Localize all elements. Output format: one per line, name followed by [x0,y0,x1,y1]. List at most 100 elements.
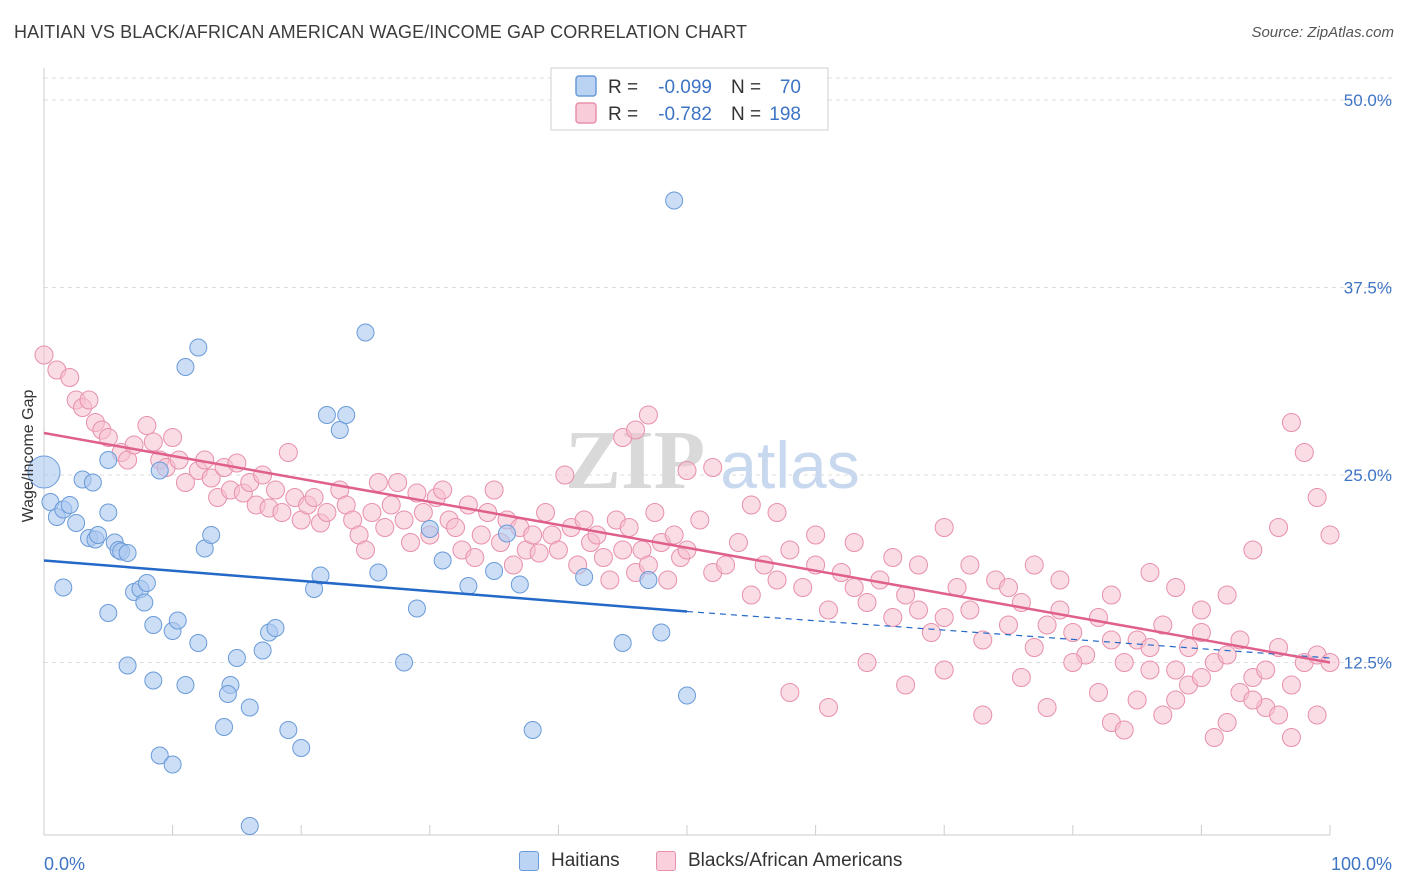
point-haitians-57 [613,634,632,652]
point-haitians-12 [99,451,118,469]
point-blacks-51 [401,533,421,552]
point-blacks-46 [368,473,388,492]
point-haitians-31 [215,718,234,736]
legend-label-haitians: Haitians [551,850,620,871]
y-tick-label-3: 50.0% [1344,91,1392,110]
point-blacks-162 [1140,563,1160,582]
point-blacks-60 [458,495,478,515]
point-blacks-101 [767,570,787,590]
point-blacks-97 [716,555,736,575]
point-blacks-188 [934,660,954,680]
point-blacks-197 [1269,705,1289,725]
point-blacks-147 [638,405,658,425]
legend-top-box [550,67,829,131]
point-haitians-51 [459,577,478,595]
legend-top-r-value-1: -0.782 [658,104,712,125]
point-blacks-174 [1037,698,1057,717]
point-blacks-37 [304,488,324,507]
legend-item-blacks[interactable]: Blacks/African Americans [656,850,902,872]
point-blacks-18 [175,473,195,492]
point-blacks-117 [973,630,993,650]
watermark: ZIP atlas [565,414,860,507]
point-haitians-56 [575,568,594,586]
trend-line-blacks [43,431,1331,664]
point-haitians-62 [150,746,169,765]
point-blacks-134 [1191,623,1211,642]
point-haitians-68 [144,671,163,690]
point-haitians-67 [118,656,137,675]
point-haitians-49 [420,520,439,538]
point-haitians-30 [202,526,221,544]
point-blacks-171 [1320,525,1340,545]
point-haitians-34 [240,698,259,717]
point-haitians-55 [523,721,542,739]
point-haitians-43 [330,421,349,439]
point-blacks-81 [593,548,613,567]
point-blacks-8 [98,428,118,447]
point-blacks-100 [754,555,774,575]
point-blacks-160 [1050,570,1070,590]
point-haitians-69 [218,685,237,703]
point-haitians-50 [433,551,452,570]
point-blacks-95 [690,510,710,530]
point-blacks-44 [356,540,375,560]
point-blacks-167 [1269,518,1289,537]
point-blacks-84 [613,540,633,560]
point-blacks-98 [728,533,748,552]
point-blacks-49 [388,473,408,492]
point-blacks-161 [1101,585,1121,605]
point-blacks-191 [1114,720,1134,740]
point-blacks-124 [1063,623,1083,642]
point-blacks-185 [818,698,838,717]
point-blacks-56 [433,480,453,500]
point-blacks-136 [1217,645,1237,665]
point-blacks-192 [1140,660,1160,680]
y-tick-labels: 12.5% 25.0% 37.5% 50.0% [1344,91,1392,673]
point-haitians-61 [678,686,696,705]
point-blacks-169 [1294,443,1314,462]
point-blacks-149 [703,458,723,477]
point-blacks-0 [34,345,54,365]
point-haitians-11 [99,503,118,522]
y-tick-label-2: 37.5% [1344,279,1392,298]
point-blacks-103 [793,578,813,597]
legend-label-blacks: Blacks/African Americans [688,850,903,871]
point-blacks-33 [278,443,298,462]
point-blacks-139 [1256,660,1276,680]
point-haitians-52 [485,562,504,580]
point-haitians-26 [168,611,187,630]
point-haitians-64 [240,817,259,835]
point-blacks-148 [677,461,697,480]
point-blacks-153 [844,533,864,552]
point-blacks-156 [934,518,954,537]
point-blacks-61 [465,548,485,567]
point-blacks-99 [741,585,761,605]
legend-item-haitians[interactable]: Haitians [519,850,620,872]
point-blacks-187 [896,675,916,695]
legend-top-n-value-1: 198 [769,104,801,125]
legend-top: R = -0.099 N = 70 R = -0.782 N = 198 [550,67,829,131]
point-blacks-165 [1217,585,1237,605]
point-blacks-195 [1217,713,1237,732]
point-haitians-58 [639,571,658,589]
point-blacks-110 [883,608,903,627]
point-blacks-163 [1166,578,1186,597]
point-haitians-35 [253,641,272,660]
series-blacks-african-americans [34,345,1340,747]
series-haitians [27,191,696,835]
point-blacks-158 [999,578,1018,597]
point-blacks-114 [934,608,954,627]
point-haitians-33 [227,649,246,667]
point-haitians-4 [60,496,79,514]
trend-line-haitians-dashed [686,610,1331,659]
point-haitians-39 [292,739,311,757]
point-blacks-146 [626,420,646,440]
point-blacks-92 [664,525,684,545]
point-blacks-21 [201,468,221,488]
point-blacks-155 [908,555,928,575]
point-blacks-16 [163,428,183,447]
point-haitians-8 [83,473,102,492]
point-haitians-45 [356,323,375,342]
legend-top-swatch-0 [575,75,597,97]
point-haitians-37 [266,619,285,637]
